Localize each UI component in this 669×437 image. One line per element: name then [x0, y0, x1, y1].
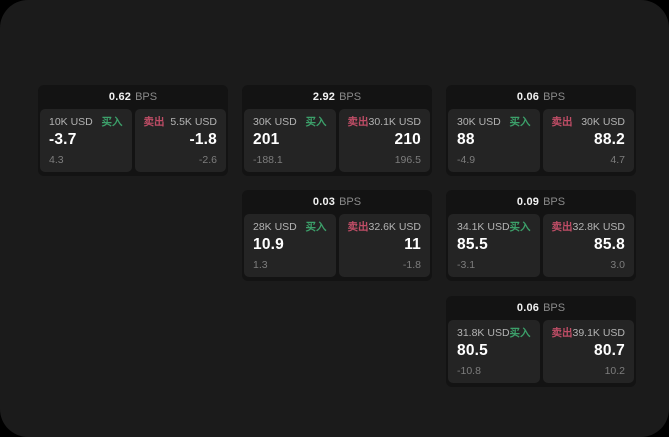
price-panels: 10K USD 买入 -3.7 4.3 卖出 5.5K USD -1.8 -2.…	[38, 109, 228, 174]
buy-price: -3.7	[49, 131, 77, 148]
buy-amount: 30K USD	[457, 116, 501, 128]
buy-sub-value: -188.1	[253, 154, 283, 166]
sell-price: 80.7	[594, 342, 625, 359]
quote-card: 0.03 BPS 28K USD 买入 10.9 1.3 卖出 32.6K US…	[242, 190, 432, 281]
sell-amount: 32.8K USD	[572, 221, 626, 233]
bps-unit-label: BPS	[543, 302, 566, 314]
sell-amount: 30K USD	[581, 116, 625, 128]
sell-sub-value: -2.6	[198, 154, 217, 166]
bps-unit-label: BPS	[543, 91, 566, 103]
sell-sub-value: -1.8	[402, 259, 421, 271]
sell-panel[interactable]: 卖出 32.8K USD 85.8 3.0	[542, 214, 634, 277]
sell-amount: 39.1K USD	[572, 327, 626, 339]
buy-tag: 买入	[509, 116, 531, 128]
buy-price: 85.5	[457, 236, 488, 253]
sell-tag: 卖出	[551, 327, 573, 339]
buy-panel[interactable]: 30K USD 买入 201 -188.1	[244, 109, 336, 172]
buy-sub-value: 1.3	[253, 259, 268, 271]
card-header: 0.03 BPS	[242, 190, 432, 214]
card-header: 2.92 BPS	[242, 85, 432, 109]
sell-sub-value: 196.5	[394, 154, 421, 166]
sell-tag: 卖出	[551, 116, 573, 128]
sell-amount: 5.5K USD	[170, 116, 217, 128]
quote-card: 0.06 BPS 31.8K USD 买入 80.5 -10.8 卖出 39.1…	[446, 296, 636, 387]
buy-price: 10.9	[253, 236, 284, 253]
card-header: 0.09 BPS	[446, 190, 636, 214]
bps-unit-label: BPS	[135, 91, 158, 103]
buy-amount: 10K USD	[49, 116, 93, 128]
buy-amount: 34.1K USD	[457, 221, 510, 233]
bps-value: 0.06	[516, 91, 540, 103]
quote-card: 0.09 BPS 34.1K USD 买入 85.5 -3.1 卖出 32.8K…	[446, 190, 636, 281]
sell-panel[interactable]: 卖出 32.6K USD 11 -1.8	[338, 214, 430, 277]
bps-unit-label: BPS	[543, 196, 566, 208]
buy-panel[interactable]: 28K USD 买入 10.9 1.3	[244, 214, 336, 277]
sell-price: 11	[404, 236, 421, 253]
sell-tag: 卖出	[347, 116, 369, 128]
sell-amount: 32.6K USD	[368, 221, 422, 233]
buy-panel[interactable]: 30K USD 买入 88 -4.9	[448, 109, 540, 172]
buy-tag: 买入	[305, 221, 327, 233]
buy-sub-value: -10.8	[457, 365, 481, 377]
buy-tag: 买入	[305, 116, 327, 128]
buy-panel[interactable]: 34.1K USD 买入 85.5 -3.1	[448, 214, 540, 277]
sell-sub-value: 4.7	[610, 154, 625, 166]
price-panels: 34.1K USD 买入 85.5 -3.1 卖出 32.8K USD 85.8…	[446, 214, 636, 279]
price-panels: 28K USD 买入 10.9 1.3 卖出 32.6K USD 11 -1.8	[242, 214, 432, 279]
buy-sub-value: -3.1	[457, 259, 476, 271]
sell-price: 85.8	[594, 236, 625, 253]
sell-panel[interactable]: 卖出 30K USD 88.2 4.7	[542, 109, 634, 172]
quote-card: 0.62 BPS 10K USD 买入 -3.7 4.3 卖出 5.5K USD…	[38, 85, 228, 176]
bps-value: 2.92	[312, 91, 336, 103]
sell-price: 210	[394, 131, 421, 148]
sell-tag: 卖出	[347, 221, 369, 233]
sell-price: -1.8	[189, 131, 217, 148]
buy-sub-value: 4.3	[49, 154, 64, 166]
card-header: 0.62 BPS	[38, 85, 228, 109]
bps-value: 0.06	[516, 302, 540, 314]
sell-panel[interactable]: 卖出 39.1K USD 80.7 10.2	[542, 320, 634, 383]
bps-unit-label: BPS	[339, 196, 362, 208]
buy-sub-value: -4.9	[457, 154, 476, 166]
buy-tag: 买入	[509, 327, 531, 339]
sell-amount: 30.1K USD	[368, 116, 422, 128]
card-header: 0.06 BPS	[446, 85, 636, 109]
sell-price: 88.2	[594, 131, 625, 148]
sell-tag: 卖出	[143, 116, 165, 128]
buy-price: 201	[253, 131, 280, 148]
buy-amount: 28K USD	[253, 221, 297, 233]
quote-card: 2.92 BPS 30K USD 买入 201 -188.1 卖出 30.1K …	[242, 85, 432, 176]
buy-tag: 买入	[101, 116, 123, 128]
sell-panel[interactable]: 卖出 5.5K USD -1.8 -2.6	[134, 109, 226, 172]
buy-panel[interactable]: 31.8K USD 买入 80.5 -10.8	[448, 320, 540, 383]
buy-amount: 31.8K USD	[457, 327, 510, 339]
sell-sub-value: 10.2	[604, 365, 625, 377]
quote-card: 0.06 BPS 30K USD 买入 88 -4.9 卖出 30K USD 8…	[446, 85, 636, 176]
sell-tag: 卖出	[551, 221, 573, 233]
bps-value: 0.03	[312, 196, 336, 208]
buy-panel[interactable]: 10K USD 买入 -3.7 4.3	[40, 109, 132, 172]
bps-value: 0.09	[516, 196, 540, 208]
buy-price: 88	[457, 131, 475, 148]
price-panels: 30K USD 买入 201 -188.1 卖出 30.1K USD 210 1…	[242, 109, 432, 174]
buy-amount: 30K USD	[253, 116, 297, 128]
buy-price: 80.5	[457, 342, 488, 359]
price-panels: 31.8K USD 买入 80.5 -10.8 卖出 39.1K USD 80.…	[446, 320, 636, 385]
sell-panel[interactable]: 卖出 30.1K USD 210 196.5	[338, 109, 430, 172]
price-panels: 30K USD 买入 88 -4.9 卖出 30K USD 88.2 4.7	[446, 109, 636, 174]
bps-value: 0.62	[108, 91, 132, 103]
card-header: 0.06 BPS	[446, 296, 636, 320]
bps-unit-label: BPS	[339, 91, 362, 103]
buy-tag: 买入	[509, 221, 531, 233]
sell-sub-value: 3.0	[610, 259, 625, 271]
